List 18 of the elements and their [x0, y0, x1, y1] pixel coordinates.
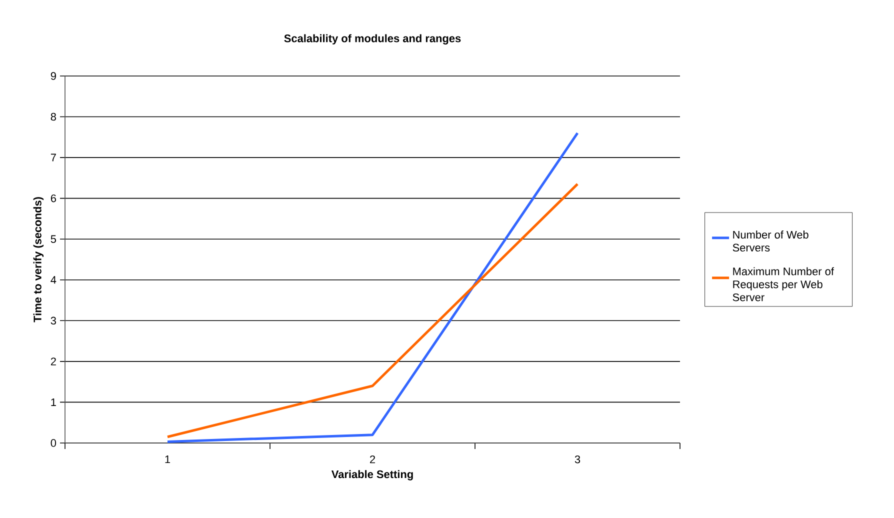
y-tick-label: 9 — [50, 72, 56, 80]
y-tick-label: 1 — [51, 398, 56, 406]
legend-label: Maximum Number of Requests per Web Server — [732, 267, 834, 302]
y-tick-label: 0 — [50, 439, 56, 447]
y-tick-label: 4 — [50, 276, 56, 284]
x-tick-label: 1 — [165, 456, 170, 464]
y-tick-label: 2 — [50, 358, 56, 366]
x-tick-label: 3 — [574, 456, 580, 464]
y-tick-label: 5 — [50, 235, 56, 243]
chart-title: Scalability of modules and ranges — [284, 34, 461, 44]
y-tick-label: 7 — [50, 154, 56, 162]
legend-label: Number of Web Servers — [732, 230, 808, 252]
y-tick-label: 3 — [50, 316, 56, 325]
x-axis-title: Variable Setting — [331, 470, 413, 480]
y-axis-title: Time to verify (seconds) — [33, 197, 44, 322]
y-tick-label: 8 — [50, 112, 56, 121]
y-tick-label: 6 — [50, 194, 56, 202]
x-tick-label: 2 — [370, 456, 376, 464]
